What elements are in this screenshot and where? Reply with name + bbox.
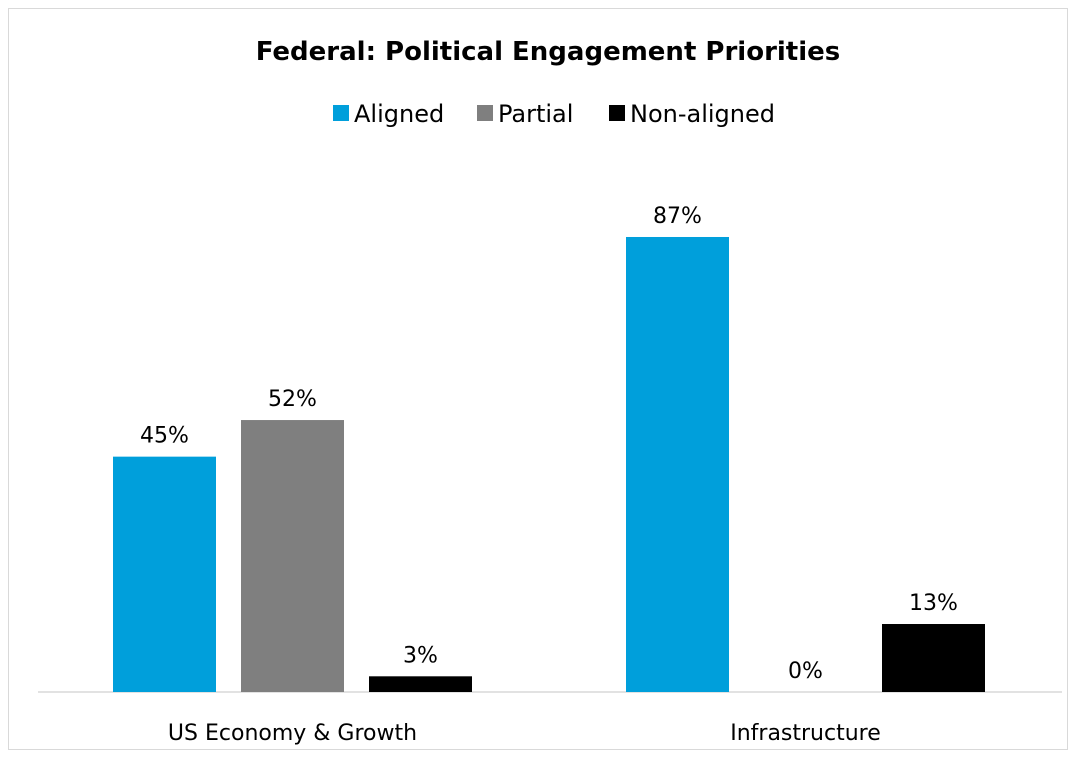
data-label-aligned-0: 45% [140,424,189,449]
legend-swatch-aligned [333,105,349,121]
legend-label-partial: Partial [498,100,573,128]
chart-title: Federal: Political Engagement Priorities [256,37,841,67]
legend-label-aligned: Aligned [354,100,444,128]
data-label-non-aligned-0: 3% [403,643,438,668]
data-label-non-aligned-1: 13% [909,591,958,616]
category-labels-group: US Economy & Growth Infrastructure [168,721,881,746]
legend-label-non-aligned: Non-aligned [630,100,775,128]
data-label-partial-1: 0% [788,659,823,684]
bar-aligned-1 [626,236,729,693]
data-label-aligned-1: 87% [653,204,702,229]
data-labels-group: 45% 52% 3% 87% 0% 13% [140,204,958,684]
bar-partial-0 [241,420,344,692]
legend-swatch-partial [477,105,493,121]
legend: Aligned Partial Non-aligned [333,100,775,128]
legend-swatch-non-aligned [609,105,625,121]
category-label-1: Infrastructure [730,721,881,746]
bar-aligned-0 [113,456,216,692]
bar-non-aligned-0 [369,676,472,692]
data-label-partial-0: 52% [268,387,317,412]
bars-group [113,236,985,693]
bar-non-aligned-1 [882,624,985,692]
category-label-0: US Economy & Growth [168,721,417,746]
